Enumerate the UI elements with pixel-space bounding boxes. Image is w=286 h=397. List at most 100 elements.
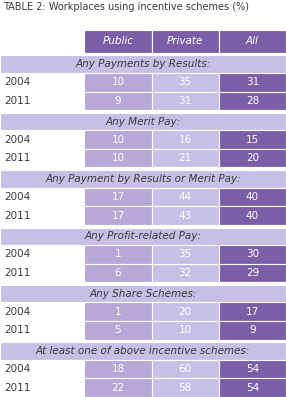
Bar <box>152 92 219 110</box>
Text: 2004: 2004 <box>4 364 30 374</box>
Bar <box>0 321 84 339</box>
Bar <box>84 245 152 264</box>
Text: 2004: 2004 <box>4 192 30 202</box>
Bar <box>0 73 84 92</box>
Text: 6: 6 <box>115 268 121 278</box>
Text: 28: 28 <box>246 96 259 106</box>
Text: All: All <box>246 36 259 46</box>
Text: 20: 20 <box>246 153 259 163</box>
Text: 18: 18 <box>111 364 125 374</box>
Bar <box>0 130 84 149</box>
Text: 35: 35 <box>178 249 192 259</box>
Bar <box>84 264 152 282</box>
Bar <box>84 360 152 378</box>
Text: Any Payments by Results:: Any Payments by Results: <box>76 59 210 69</box>
Text: 10: 10 <box>112 77 124 87</box>
Bar <box>84 188 152 206</box>
Bar <box>219 188 286 206</box>
Bar <box>0 170 286 188</box>
Bar <box>0 92 84 110</box>
Text: Public: Public <box>102 36 134 46</box>
Text: 31: 31 <box>178 96 192 106</box>
Text: 30: 30 <box>246 249 259 259</box>
Text: 54: 54 <box>246 383 259 393</box>
Text: 2011: 2011 <box>4 383 30 393</box>
Bar <box>152 130 219 149</box>
Text: 29: 29 <box>246 268 259 278</box>
Bar <box>0 264 84 282</box>
Bar <box>152 206 219 225</box>
Bar <box>0 168 286 170</box>
Text: 31: 31 <box>246 77 259 87</box>
Bar <box>0 30 84 53</box>
Text: 10: 10 <box>112 135 124 145</box>
Bar <box>0 206 84 225</box>
Bar <box>84 303 152 321</box>
Text: 10: 10 <box>112 153 124 163</box>
Bar <box>152 303 219 321</box>
Bar <box>84 30 152 53</box>
Text: 2004: 2004 <box>4 135 30 145</box>
Text: 16: 16 <box>178 135 192 145</box>
Text: 43: 43 <box>178 210 192 221</box>
Bar <box>0 110 286 113</box>
Text: TABLE 2: Workplaces using incentive schemes (%): TABLE 2: Workplaces using incentive sche… <box>3 2 249 12</box>
Text: Any Merit Pay:: Any Merit Pay: <box>105 117 181 127</box>
Text: 2011: 2011 <box>4 325 30 335</box>
Text: 32: 32 <box>178 268 192 278</box>
Bar <box>152 30 219 53</box>
Bar <box>219 303 286 321</box>
Bar <box>0 227 286 245</box>
Bar <box>0 56 286 73</box>
Text: 2004: 2004 <box>4 77 30 87</box>
Text: 2004: 2004 <box>4 249 30 259</box>
Text: 1: 1 <box>115 307 121 317</box>
Text: 58: 58 <box>178 383 192 393</box>
Bar <box>84 321 152 339</box>
Text: 17: 17 <box>111 192 125 202</box>
Bar <box>0 339 286 342</box>
Text: 2011: 2011 <box>4 153 30 163</box>
Bar <box>152 264 219 282</box>
Bar <box>219 245 286 264</box>
Text: 2011: 2011 <box>4 96 30 106</box>
Bar <box>0 149 84 168</box>
Text: At least one of above incentive schemes:: At least one of above incentive schemes: <box>36 346 250 356</box>
Text: 1: 1 <box>115 249 121 259</box>
Bar <box>152 245 219 264</box>
Bar <box>152 360 219 378</box>
Bar <box>219 149 286 168</box>
Bar <box>219 378 286 397</box>
Bar <box>219 321 286 339</box>
Text: 22: 22 <box>111 383 125 393</box>
Bar <box>0 360 84 378</box>
Text: 54: 54 <box>246 364 259 374</box>
Bar <box>152 378 219 397</box>
Bar <box>219 73 286 92</box>
Bar <box>84 73 152 92</box>
Text: 40: 40 <box>246 210 259 221</box>
Bar <box>219 130 286 149</box>
Text: Any Payment by Results or Merit Pay:: Any Payment by Results or Merit Pay: <box>45 174 241 184</box>
Bar <box>84 378 152 397</box>
Text: 60: 60 <box>179 364 192 374</box>
Text: Any Share Schemes:: Any Share Schemes: <box>89 289 197 299</box>
Bar <box>219 206 286 225</box>
Bar <box>0 188 84 206</box>
Bar <box>0 53 286 56</box>
Text: 2011: 2011 <box>4 210 30 221</box>
Text: Private: Private <box>167 36 203 46</box>
Bar <box>152 149 219 168</box>
Text: 9: 9 <box>115 96 121 106</box>
Bar <box>84 149 152 168</box>
Text: 10: 10 <box>179 325 192 335</box>
Text: 40: 40 <box>246 192 259 202</box>
Text: 20: 20 <box>179 307 192 317</box>
Bar <box>219 360 286 378</box>
Bar <box>152 73 219 92</box>
Text: 2011: 2011 <box>4 268 30 278</box>
Bar <box>84 92 152 110</box>
Bar <box>152 188 219 206</box>
Bar <box>219 92 286 110</box>
Bar <box>84 206 152 225</box>
